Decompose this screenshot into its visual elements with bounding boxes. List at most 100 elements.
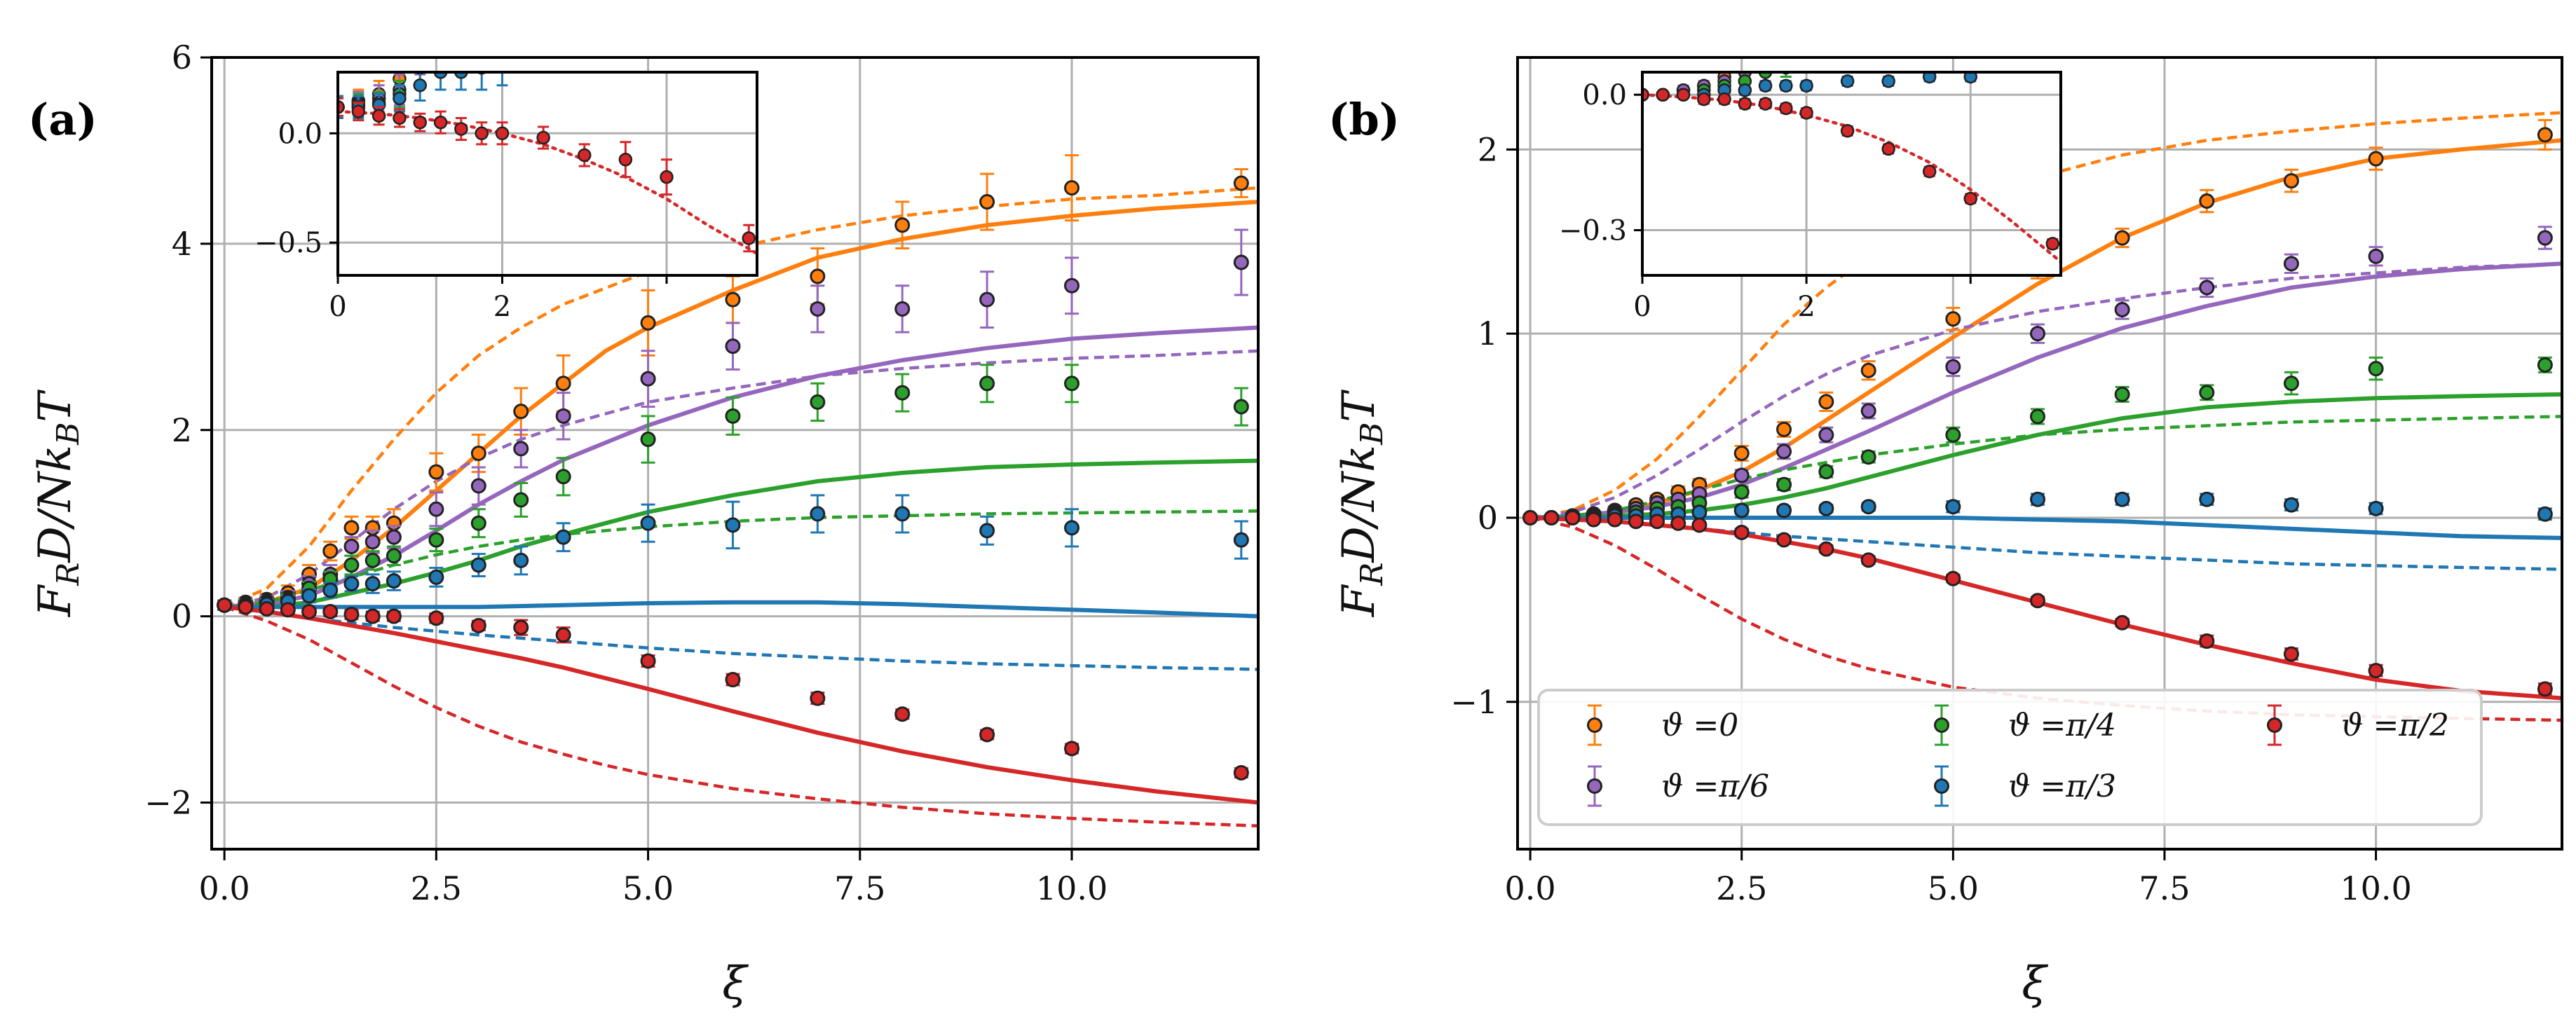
theta_pi2-inset-point (1656, 88, 1670, 102)
y-tick-label: 0.0 (278, 118, 322, 150)
theta_pi3-point (513, 552, 529, 568)
theta_pi2-inset-point (2045, 237, 2060, 251)
theta_pi3-point (2114, 491, 2130, 507)
x-tick-label: 2.5 (411, 869, 462, 907)
panel-b-frame (1516, 56, 2563, 851)
theta_pi2-point (2114, 614, 2130, 631)
theta_pi2-point (259, 601, 275, 617)
theta_0-point (725, 291, 741, 308)
theta_pi3-point (1733, 502, 1750, 518)
theta_pi4-point (2283, 376, 2299, 392)
theta_pi2-point (894, 706, 911, 722)
y-tick-label: −1 (1450, 683, 1498, 721)
theta_pi3-point (979, 523, 995, 539)
theta_pi6-inset-point (435, 29, 447, 41)
theta_pi6-point (2283, 256, 2299, 272)
theta_pi6-point (810, 301, 826, 317)
theta_pi6-point (2537, 230, 2553, 246)
theta_0-point (428, 464, 444, 480)
theta_pi6-point (555, 408, 571, 424)
legend-label-theta_pi6: ϑ =π/6 (1661, 769, 1769, 804)
theta_pi3-point (343, 576, 360, 592)
theta_pi6-point (1064, 277, 1080, 294)
theta_pi3-inset-point (393, 91, 407, 106)
theta_0-point (470, 446, 486, 461)
theta_0-point (1776, 421, 1792, 437)
theta_pi6-point (470, 478, 486, 494)
theta_pi2-point (238, 599, 254, 615)
theta_pi6-point (2199, 280, 2215, 296)
theta_pi3-point (640, 515, 656, 531)
theta_0-inset-point (414, 29, 426, 41)
x-tick-label: 0 (1633, 291, 1651, 323)
theta_0-point (1233, 175, 1249, 191)
theta_pi2-point (1628, 514, 1644, 530)
panel-a-curves (224, 186, 1258, 828)
theta_pi3-inset-point (454, 72, 468, 79)
theta_pi3-point (2368, 500, 2384, 516)
theta_pi3-point (1233, 532, 1249, 548)
panel-a-label: (a) (28, 94, 97, 145)
theta_0-point (1860, 362, 1876, 378)
theta_pi4-point (364, 552, 381, 568)
theta_pi3-point (364, 576, 381, 592)
panel-b-inset: 0 2 0.0 −0.3 (1559, 26, 2062, 323)
theta_pi4-point (1860, 449, 1876, 465)
theta_pi2-inset-point (1799, 106, 1813, 120)
x-tick-label: 10.0 (1036, 869, 1108, 907)
theta_pi2-point (2199, 633, 2215, 649)
theta_pi3-point (725, 517, 741, 533)
theta_pi2-inset-point (351, 104, 366, 118)
theta_pi2-point (1233, 764, 1249, 780)
theta_0-point (2283, 173, 2299, 189)
theta_pi4-point (1233, 399, 1249, 415)
theta_pi2-inset-point (454, 122, 468, 136)
theta_pi6-point (1733, 467, 1750, 483)
panel-a-frame (210, 56, 1260, 851)
theta_pi2-inset-point (742, 231, 756, 245)
theta_pi6-inset-point (1801, 30, 1813, 42)
theta_0-inset-point (1780, 26, 1792, 38)
theta_pi4-point (1733, 484, 1750, 500)
theta_pi2-inset-point (372, 109, 386, 123)
x-tick-label: 5.0 (1928, 869, 1979, 907)
theta_pi6-point (640, 371, 656, 387)
theta_pi2-point (1776, 532, 1792, 548)
theta_pi6-point (979, 291, 995, 308)
theta_pi2-dashed-curve (224, 605, 1258, 828)
theta_pi2-point (1565, 509, 1581, 525)
theta_pi4-inset-point (455, 7, 467, 19)
panel-a-xlabel: ξ (722, 958, 749, 1010)
theta_pi2-point (217, 597, 233, 613)
theta_pi2-inset-point (338, 100, 345, 114)
theta_pi4-point (894, 385, 911, 401)
theta_pi2-point (979, 727, 995, 743)
theta_pi6-inset-point (1780, 43, 1792, 55)
theta_0-inset-point (1759, 43, 1771, 55)
theta_pi6-point (1818, 427, 1834, 443)
theta_pi6-solid-curve (224, 325, 1258, 610)
theta_pi2-point (1691, 517, 1708, 533)
theta_0-point (1945, 311, 1961, 327)
theta_pi4-point (640, 432, 656, 448)
theta_pi2-point (470, 617, 486, 633)
theta_pi6-solid-curve (1529, 261, 2562, 520)
theta_pi3-point (2199, 491, 2215, 507)
x-tick-label: 7.5 (834, 869, 885, 907)
theta_pi2-point (810, 690, 826, 706)
x-tick-label: 10.0 (2340, 869, 2411, 907)
theta_0-point (640, 315, 656, 331)
theta_0-point (322, 543, 339, 559)
theta_pi2-inset-dotted-curve (338, 109, 757, 256)
theta_pi4-point (979, 376, 995, 392)
theta_pi2-point (2368, 663, 2384, 679)
theta_pi6-point (2368, 248, 2384, 264)
theta_pi6-point (513, 441, 529, 457)
panel-b-xlabel: ξ (2022, 958, 2048, 1010)
theta_pi3-point (894, 506, 911, 522)
x-tick-label: 2 (1797, 291, 1815, 323)
theta_pi3-inset-point (433, 72, 448, 79)
theta_pi3-inset-point (1922, 72, 1937, 84)
theta_pi2-inset-point (1922, 165, 1937, 179)
